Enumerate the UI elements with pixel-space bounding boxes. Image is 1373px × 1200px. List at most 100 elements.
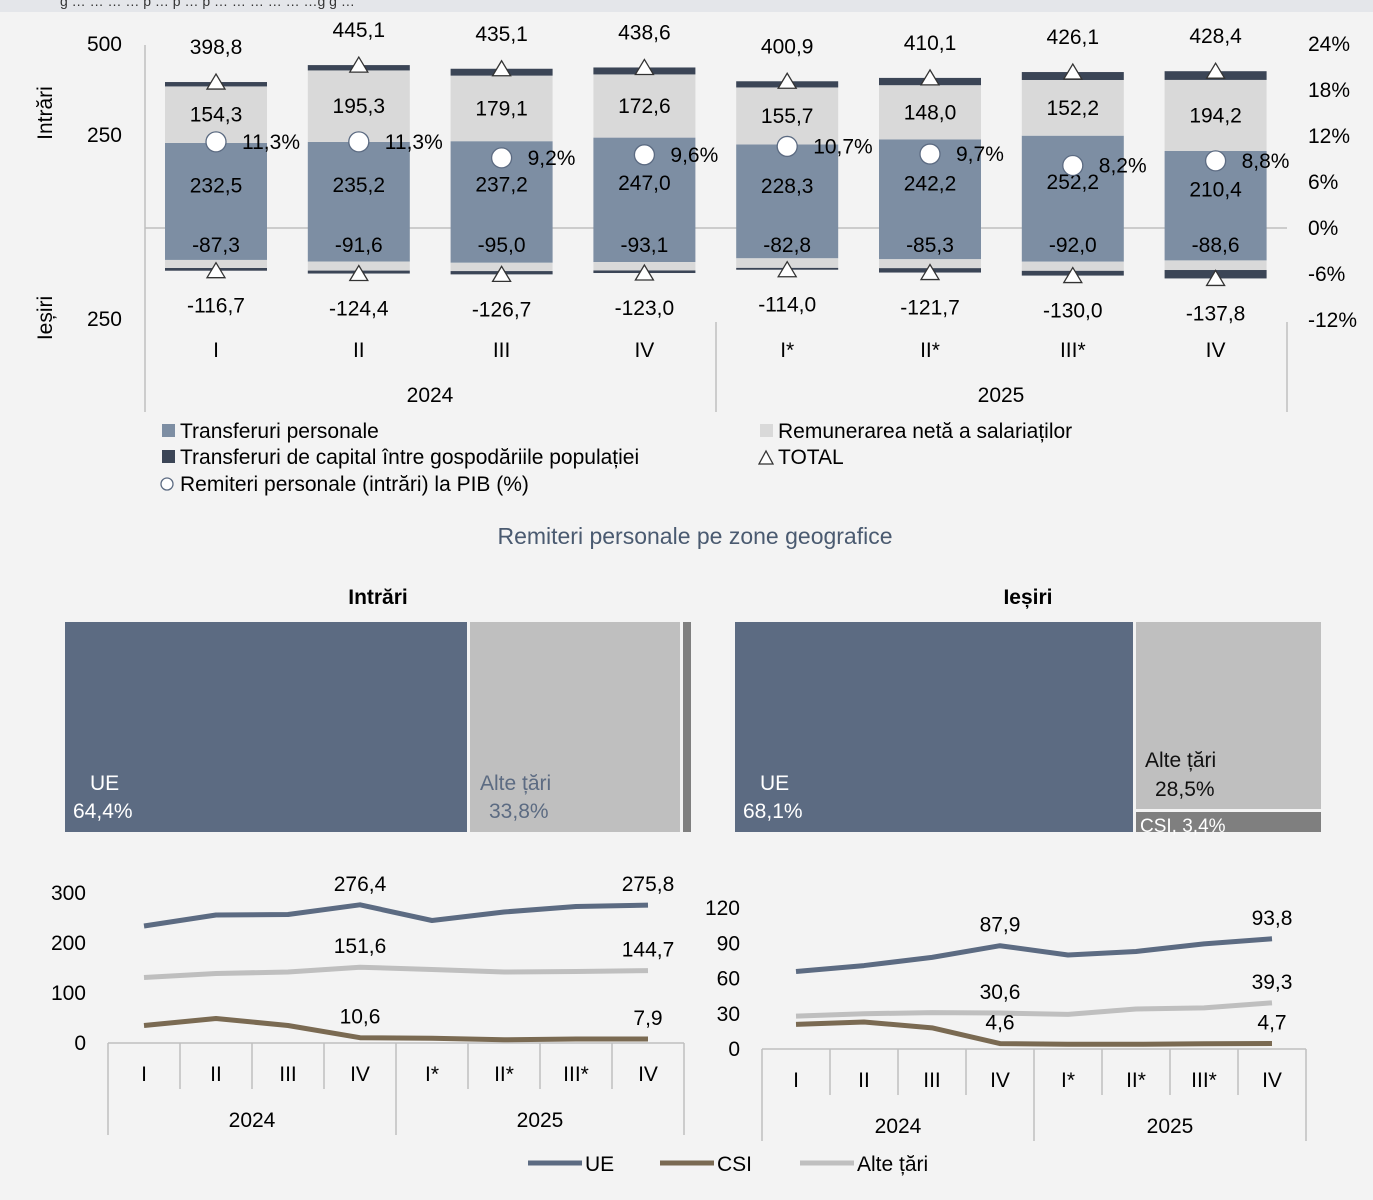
top-year-2024: 2024 bbox=[407, 384, 454, 407]
category-label: II* bbox=[494, 1063, 514, 1086]
bar-transfers-out bbox=[1164, 228, 1267, 261]
category-label: III* bbox=[1191, 1069, 1217, 1092]
bar-transfers-out bbox=[450, 228, 553, 263]
label-transfers-in: 228,3 bbox=[761, 175, 814, 198]
y-tick-label: 200 bbox=[51, 932, 86, 955]
bar-transfers-in bbox=[307, 141, 410, 228]
year-label: 2024 bbox=[875, 1115, 922, 1138]
gdp-marker bbox=[776, 135, 798, 158]
legend-capital: Transferuri de capital între gospodăriil… bbox=[180, 446, 639, 469]
legend-transfers: Transferuri personale bbox=[180, 420, 379, 443]
year-label: 2025 bbox=[1147, 1115, 1194, 1138]
right-tick-minus-12: -12% bbox=[1308, 309, 1357, 332]
label-remuneration-in: 172,6 bbox=[618, 95, 671, 118]
total-marker-out bbox=[205, 261, 227, 279]
treemap-out: UE 68,1% Alte țări 28,5% CSI, 3,4% bbox=[735, 622, 1321, 837]
series-line-csi bbox=[795, 1019, 1273, 1047]
gdp-marker bbox=[1062, 154, 1084, 177]
label-total-out: -114,0 bbox=[758, 294, 816, 317]
label-total-out: -137,8 bbox=[1186, 302, 1246, 325]
category-label: I bbox=[213, 339, 219, 362]
bar-transfers-out bbox=[736, 228, 839, 259]
treemap-out-ue-label: UE bbox=[760, 772, 789, 795]
label-gdp: 10,7% bbox=[813, 135, 873, 158]
category-label: II bbox=[210, 1063, 222, 1086]
axis-label-iesiri: Ieșiri bbox=[34, 296, 57, 340]
bar-remuneration-in bbox=[1021, 79, 1124, 136]
treemap-out-other-label: Alte țări bbox=[1145, 749, 1216, 772]
bar-transfers-in bbox=[736, 144, 839, 228]
header-partial-text: g … … … … p … p … p … … … … … …g g … bbox=[60, 0, 355, 9]
right-tick-24: 24% bbox=[1308, 33, 1350, 56]
treemap-in-other-label: Alte țări bbox=[480, 772, 551, 795]
y-tick-label: 0 bbox=[728, 1038, 740, 1061]
legend-triangle-icon bbox=[757, 449, 775, 465]
legend-remuneration: Remunerarea netă a salariaților bbox=[778, 420, 1072, 443]
treemap-in-csi bbox=[683, 622, 691, 832]
treemap-out-csi bbox=[1136, 812, 1321, 832]
label-total-in: 398,8 bbox=[190, 36, 243, 59]
category-label: IV bbox=[990, 1069, 1010, 1092]
label-gdp: 9,7% bbox=[956, 143, 1004, 166]
label-transfers-in: 242,2 bbox=[904, 173, 957, 196]
label-total-out: -123,0 bbox=[615, 297, 675, 320]
bar-transfers-out bbox=[307, 228, 410, 262]
treemap-in-ue-value: 64,4% bbox=[73, 800, 133, 823]
legend-csi: CSI bbox=[717, 1153, 752, 1176]
gdp-marker bbox=[1204, 150, 1227, 172]
label-gdp: 11,3% bbox=[385, 131, 443, 154]
total-marker-out bbox=[634, 263, 655, 281]
label-remuneration-in: 154,3 bbox=[190, 104, 243, 127]
label-remuneration-in: 148,0 bbox=[904, 101, 957, 124]
category-label: IV bbox=[638, 1063, 658, 1086]
bar-transfers-out bbox=[879, 228, 981, 260]
total-marker-out bbox=[491, 265, 512, 283]
treemap-out-title: Ieșiri bbox=[1003, 586, 1052, 609]
treemap-in-other bbox=[470, 622, 680, 832]
total-marker-out bbox=[919, 263, 941, 281]
treemap-out-ue bbox=[735, 622, 1133, 832]
category-label: III bbox=[493, 339, 511, 362]
category-label: II* bbox=[920, 339, 940, 362]
top-year-2025: 2025 bbox=[978, 384, 1025, 407]
y-tick-label: 0 bbox=[74, 1032, 86, 1055]
label-transfers-out: -82,8 bbox=[763, 234, 811, 257]
y-tick-label: 100 bbox=[51, 982, 86, 1005]
category-label: I* bbox=[425, 1063, 439, 1086]
gdp-marker bbox=[348, 131, 370, 153]
category-label: II bbox=[858, 1069, 870, 1092]
axis-label-intrari: Intrări bbox=[34, 86, 57, 140]
category-label: IV bbox=[350, 1063, 370, 1086]
treemap-in-other-value: 33,8% bbox=[489, 800, 549, 823]
y-tick-label: 300 bbox=[51, 882, 86, 905]
total-marker-in bbox=[919, 68, 941, 86]
series-line-other bbox=[143, 964, 649, 980]
right-tick-0: 0% bbox=[1308, 217, 1338, 240]
legend-total: TOTAL bbox=[778, 446, 844, 469]
bar-transfers-out bbox=[1021, 228, 1124, 262]
label-transfers-out: -88,6 bbox=[1192, 234, 1240, 257]
right-tick-18: 18% bbox=[1308, 79, 1350, 102]
point-label: 93,8 bbox=[1252, 907, 1293, 930]
label-transfers-in: 235,2 bbox=[333, 174, 386, 197]
bottom-legend: UE CSI Alte țări bbox=[528, 1153, 928, 1176]
total-marker-out bbox=[1062, 266, 1083, 284]
treemap-in-ue bbox=[65, 622, 467, 832]
label-gdp: 9,2% bbox=[528, 147, 576, 170]
top-chart-axes: Intrări Ieșiri 500 250 250 24% 18% 12% 6… bbox=[34, 33, 1357, 412]
bar-remuneration-in bbox=[1164, 79, 1267, 151]
legend-swatch-remuneration bbox=[760, 424, 773, 437]
point-label: 275,8 bbox=[622, 873, 675, 896]
series-line-ue bbox=[143, 902, 649, 929]
legend-circle-icon bbox=[160, 477, 174, 491]
right-tick-6: 6% bbox=[1308, 171, 1338, 194]
bar-remuneration-in bbox=[593, 74, 696, 138]
label-transfers-out: -95,0 bbox=[478, 234, 526, 257]
treemap-out-csi-label: CSI, 3,4% bbox=[1140, 816, 1226, 837]
category-label: IV bbox=[1262, 1069, 1282, 1092]
label-gdp: 9,6% bbox=[670, 144, 718, 167]
gdp-marker bbox=[490, 147, 513, 169]
category-label: I bbox=[793, 1069, 799, 1092]
y-tick-label: 120 bbox=[705, 897, 740, 920]
bar-remuneration-in bbox=[450, 75, 553, 142]
